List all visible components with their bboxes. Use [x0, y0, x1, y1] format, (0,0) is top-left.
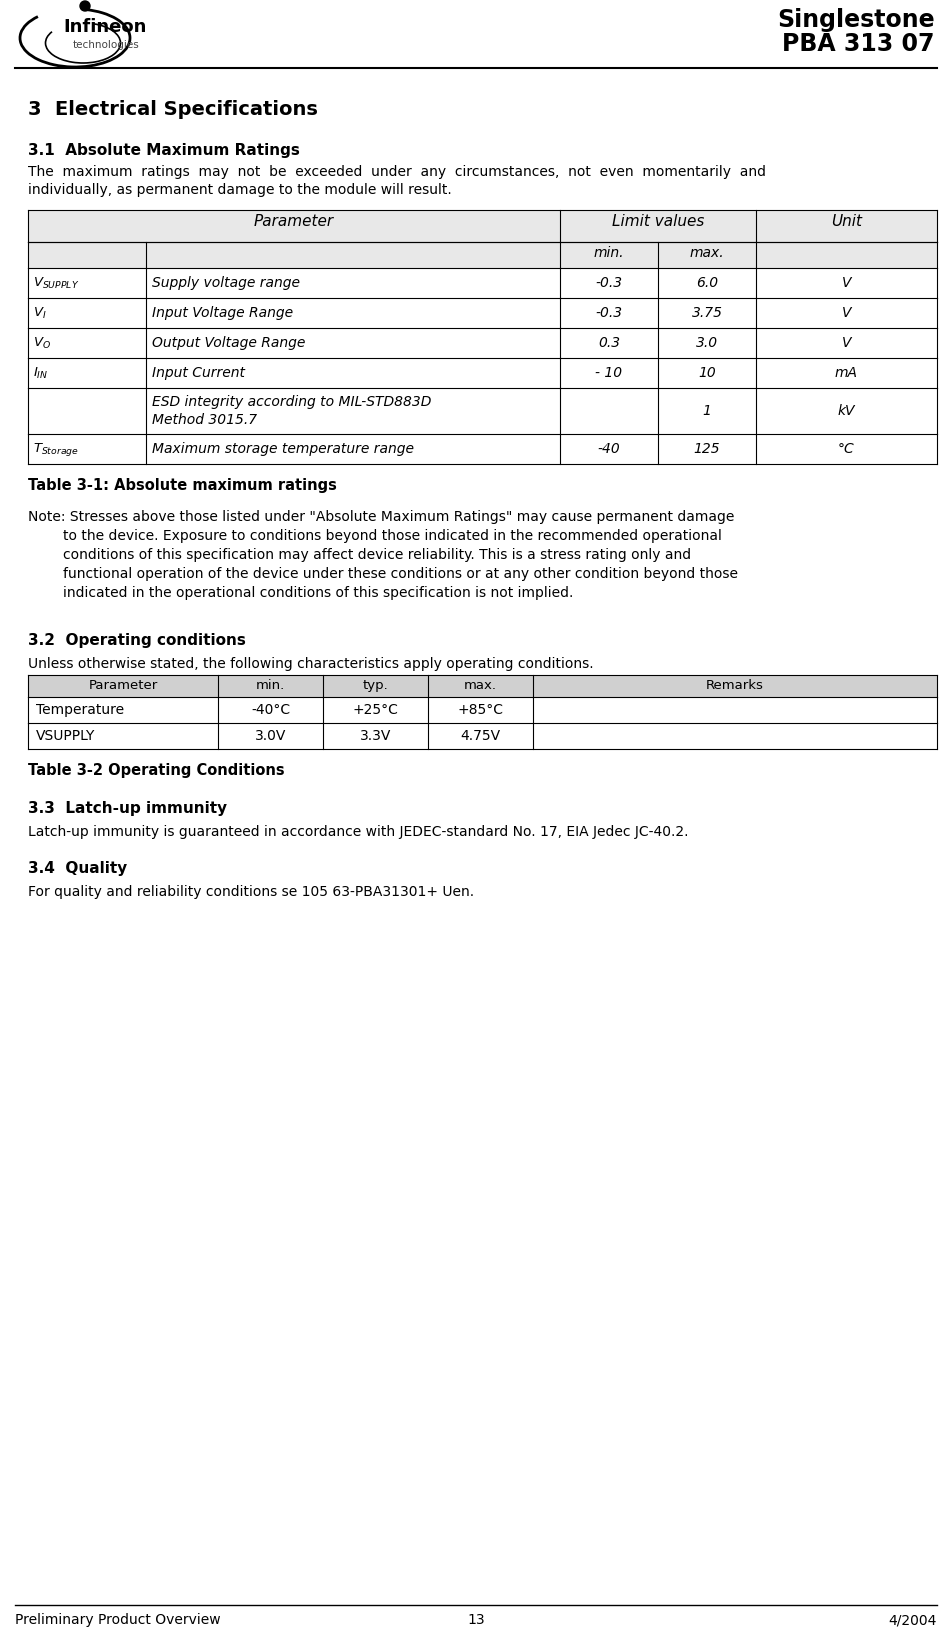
Text: V: V: [842, 275, 851, 290]
Text: indicated in the operational conditions of this specification is not implied.: indicated in the operational conditions …: [28, 587, 573, 600]
Text: +25°C: +25°C: [352, 703, 399, 716]
Text: -40: -40: [598, 443, 621, 456]
Text: $V_O$: $V_O$: [33, 336, 51, 351]
Text: max.: max.: [464, 679, 497, 692]
Text: -0.3: -0.3: [595, 306, 623, 320]
Text: individually, as permanent damage to the module will result.: individually, as permanent damage to the…: [28, 184, 452, 197]
Text: 3.3  Latch-up immunity: 3.3 Latch-up immunity: [28, 801, 228, 816]
Text: 3.75: 3.75: [691, 306, 723, 320]
Text: Unit: Unit: [831, 215, 862, 229]
Text: 4/2004: 4/2004: [888, 1613, 937, 1628]
Text: For quality and reliability conditions se 105 63-PBA31301+ Uen.: For quality and reliability conditions s…: [28, 885, 474, 900]
Text: 3.1  Absolute Maximum Ratings: 3.1 Absolute Maximum Ratings: [28, 143, 300, 157]
Text: Parameter: Parameter: [89, 679, 158, 692]
Text: conditions of this specification may affect device reliability. This is a stress: conditions of this specification may aff…: [28, 547, 691, 562]
Text: -40°C: -40°C: [251, 703, 290, 716]
Text: Note: Stresses above those listed under "Absolute Maximum Ratings" may cause per: Note: Stresses above those listed under …: [28, 510, 734, 524]
Text: technologies: technologies: [73, 39, 140, 51]
Text: -0.3: -0.3: [595, 275, 623, 290]
Text: PBA 313 07: PBA 313 07: [783, 33, 935, 56]
Circle shape: [80, 2, 90, 11]
Text: Parameter: Parameter: [254, 215, 334, 229]
Text: Remarks: Remarks: [706, 679, 764, 692]
Text: 4.75V: 4.75V: [461, 729, 501, 742]
Text: - 10: - 10: [595, 365, 623, 380]
Text: Input Voltage Range: Input Voltage Range: [152, 306, 293, 320]
Text: V: V: [842, 306, 851, 320]
Text: max.: max.: [689, 246, 724, 261]
Text: ESD integrity according to MIL-STD883D: ESD integrity according to MIL-STD883D: [152, 395, 431, 410]
Bar: [28, 675, 937, 697]
Text: Unless otherwise stated, the following characteristics apply operating condition: Unless otherwise stated, the following c…: [28, 657, 594, 670]
Text: 3.2  Operating conditions: 3.2 Operating conditions: [28, 633, 246, 647]
Text: Table 3-2 Operating Conditions: Table 3-2 Operating Conditions: [28, 764, 285, 779]
Text: Table 3-1: Absolute maximum ratings: Table 3-1: Absolute maximum ratings: [28, 479, 337, 493]
Text: $V_I$: $V_I$: [33, 305, 47, 321]
Text: Limit values: Limit values: [612, 215, 704, 229]
Text: kV: kV: [838, 403, 855, 418]
Bar: [28, 243, 937, 269]
Text: Maximum storage temperature range: Maximum storage temperature range: [152, 443, 414, 456]
Text: Temperature: Temperature: [36, 703, 124, 716]
Text: 3.0: 3.0: [696, 336, 718, 351]
Text: Output Voltage Range: Output Voltage Range: [152, 336, 306, 351]
Text: $V_{SUPPLY}$: $V_{SUPPLY}$: [33, 275, 79, 290]
Text: 3.4  Quality: 3.4 Quality: [28, 860, 128, 875]
Text: 3.0V: 3.0V: [255, 729, 287, 742]
Text: Supply voltage range: Supply voltage range: [152, 275, 300, 290]
Text: min.: min.: [594, 246, 625, 261]
Text: Latch-up immunity is guaranteed in accordance with JEDEC-standard No. 17, EIA Je: Latch-up immunity is guaranteed in accor…: [28, 824, 688, 839]
Text: $I_{IN}$: $I_{IN}$: [33, 365, 49, 380]
Text: Input Current: Input Current: [152, 365, 245, 380]
Text: min.: min.: [256, 679, 286, 692]
Text: °C: °C: [838, 443, 855, 456]
Text: 3.3V: 3.3V: [360, 729, 391, 742]
Text: Method 3015.7: Method 3015.7: [152, 413, 257, 428]
Text: to the device. Exposure to conditions beyond those indicated in the recommended : to the device. Exposure to conditions be…: [28, 529, 722, 543]
Text: 1: 1: [703, 403, 711, 418]
Text: 125: 125: [694, 443, 721, 456]
Text: Preliminary Product Overview: Preliminary Product Overview: [15, 1613, 221, 1628]
Bar: [28, 210, 937, 243]
Text: VSUPPLY: VSUPPLY: [36, 729, 95, 742]
Text: 10: 10: [698, 365, 716, 380]
Text: mA: mA: [835, 365, 858, 380]
Text: Singlestone: Singlestone: [778, 8, 935, 33]
Text: typ.: typ.: [363, 679, 388, 692]
Text: 0.3: 0.3: [598, 336, 620, 351]
Text: functional operation of the device under these conditions or at any other condit: functional operation of the device under…: [28, 567, 738, 580]
Text: V: V: [842, 336, 851, 351]
Text: 13: 13: [467, 1613, 485, 1628]
Text: +85°C: +85°C: [458, 703, 504, 716]
Text: 3  Electrical Specifications: 3 Electrical Specifications: [28, 100, 318, 120]
Text: 6.0: 6.0: [696, 275, 718, 290]
Text: The  maximum  ratings  may  not  be  exceeded  under  any  circumstances,  not  : The maximum ratings may not be exceeded …: [28, 166, 766, 179]
Text: Infineon: Infineon: [63, 18, 147, 36]
Text: $T_{Storage}$: $T_{Storage}$: [33, 441, 79, 457]
